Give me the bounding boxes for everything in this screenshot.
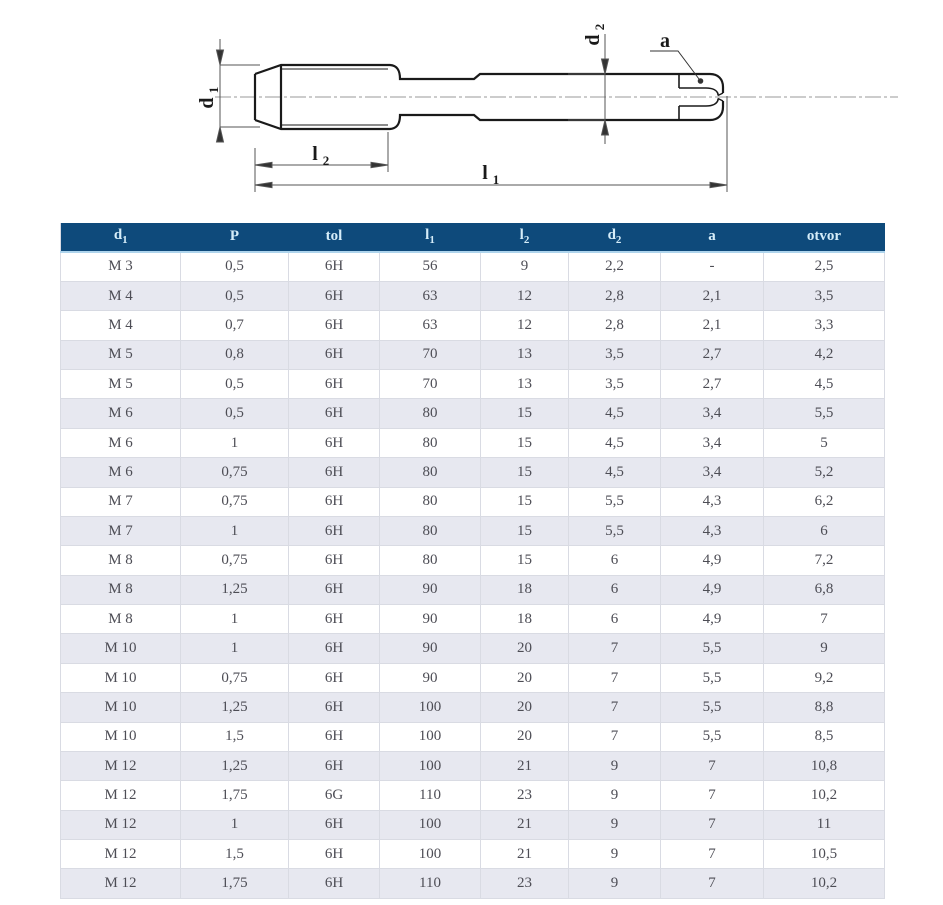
svg-text:d: d: [582, 34, 604, 45]
svg-text:1: 1: [206, 87, 221, 94]
svg-text:a: a: [660, 30, 670, 52]
svg-text:d: d: [196, 97, 218, 108]
svg-text:1: 1: [493, 172, 500, 187]
svg-text:2: 2: [323, 153, 330, 168]
svg-text:l: l: [312, 143, 318, 165]
svg-text:2: 2: [592, 24, 607, 31]
svg-text:l: l: [482, 162, 488, 184]
